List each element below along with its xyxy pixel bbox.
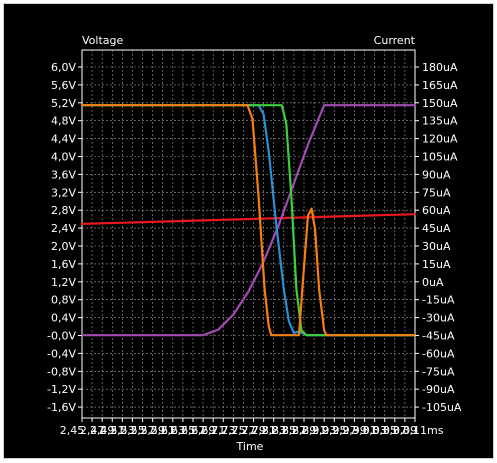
series-layer [80,104,417,337]
left-tick-label: -0,8V [47,365,76,378]
x-tick-label: 2,57 [130,424,155,437]
series-line-1 [80,213,417,225]
left-axis-ticks: 6,0V 5,6V 5,2V 4,8V 4,4V 4,0V 3,6V 3,2V 2,8V 2,4V… [47,61,82,414]
grid-lines [81,49,416,419]
x-tick-label: 2,49 [90,424,115,437]
right-tick-label: -90uA [422,383,455,396]
left-tick-label: 6,0V [51,61,76,74]
right-tick-label: -60uA [422,347,455,360]
x-tick-label: 3,07 [383,424,408,437]
right-tick-label: 45uA [422,222,451,235]
x-tick-label: 2,61 [150,424,175,437]
x-axis-ticks: 2,452,472,492,512,532,552,572,592,612,63… [60,418,444,437]
x-tick-label: 2,75 [221,424,246,437]
x-axis-title: Time [236,440,264,453]
right-tick-label: 150uA [422,97,458,110]
left-tick-label: 4,4V [51,133,76,146]
right-tick-label: 180uA [422,61,458,74]
x-tick-label: 2,87 [282,424,307,437]
x-tick-label: 2,69 [191,424,216,437]
right-tick-label: 135uA [422,115,458,128]
x-tick-label: 2,45 [60,424,85,437]
right-axis-title: Current [374,34,416,47]
right-tick-label: 75uA [422,186,451,199]
right-tick-label: 60uA [422,204,451,217]
x-tick-label: 2,67 [181,424,206,437]
x-tick-label: 2,55 [120,424,145,437]
x-tick-label: 3,01 [352,424,377,437]
left-tick-label: -0,0V [47,330,76,343]
x-tick-label: 2,79 [241,424,266,437]
x-tick-label: 3,05 [372,424,397,437]
left-tick-label: 3,6V [51,168,76,181]
x-tick-label: 2,71 [201,424,226,437]
right-tick-label: -75uA [422,365,455,378]
left-tick-label: 2,0V [51,240,76,253]
x-tick-label: 2,81 [251,424,276,437]
x-tick-label: 2,77 [231,424,256,437]
left-tick-label: 2,4V [51,222,76,235]
right-tick-label: -105uA [422,401,462,414]
x-tick-label: 2,47 [80,424,105,437]
x-tick-label: 3,11ms [403,424,444,437]
left-tick-label: -1,2V [47,383,76,396]
x-tick-label: 2,91 [302,424,327,437]
right-tick-label: 120uA [422,133,458,146]
x-tick-label: 2,51 [100,424,125,437]
left-tick-label: 0,8V [51,294,76,307]
left-tick-label: 5,2V [51,97,76,110]
x-tick-label: 2,95 [322,424,347,437]
left-tick-label: 3,2V [51,186,76,199]
left-tick-label: -0,4V [47,347,76,360]
x-tick-label: 2,99 [342,424,367,437]
right-tick-label: 105uA [422,151,458,164]
right-tick-label: 15uA [422,258,451,271]
chart-window: 6,0V 5,6V 5,2V 4,8V 4,4V 4,0V 3,6V 3,2V 2,8V 2,4V… [3,3,494,459]
left-tick-label: 2,8V [51,204,76,217]
left-tick-label: 1,2V [51,276,76,289]
x-tick-label: 2,83 [261,424,286,437]
right-tick-label: 30uA [422,240,451,253]
right-tick-label: -15uA [422,294,455,307]
x-tick-label: 2,59 [140,424,165,437]
right-tick-label: 165uA [422,79,458,92]
x-tick-label: 3,09 [393,424,418,437]
left-tick-label: 1,6V [51,258,76,271]
right-tick-label: -30uA [422,312,455,325]
right-axis-ticks: 180uA 165uA 150uA 135uA 120uA 105uA 90uA 75uA 60… [415,61,462,414]
series-line-3 [80,104,417,337]
x-tick-label: 2,93 [312,424,337,437]
right-tick-label: 90uA [422,168,451,181]
x-tick-label: 2,85 [272,424,297,437]
left-tick-label: -1,6V [47,401,76,414]
left-tick-label: 4,8V [51,115,76,128]
left-tick-label: 5,6V [51,79,76,92]
x-tick-label: 2,89 [292,424,317,437]
x-tick-label: 2,63 [161,424,186,437]
series-line-2 [80,104,417,337]
x-tick-label: 2,65 [171,424,196,437]
voltage-current-chart: 6,0V 5,6V 5,2V 4,8V 4,4V 4,0V 3,6V 3,2V 2,8V 2,4V… [47,34,462,453]
x-tick-label: 2,97 [332,424,357,437]
left-tick-label: 4,0V [51,151,76,164]
x-tick-label: 3,03 [362,424,387,437]
x-tick-label: 2,53 [110,424,135,437]
left-axis-title: Voltage [82,34,123,47]
series-line-4 [80,104,417,337]
x-tick-label: 2,73 [211,424,236,437]
plot-border [81,49,416,419]
series-line-5 [80,104,417,337]
left-tick-label: 0,4V [51,312,76,325]
right-tick-label: -45uA [422,330,455,343]
right-tick-label: 0uA [422,276,444,289]
